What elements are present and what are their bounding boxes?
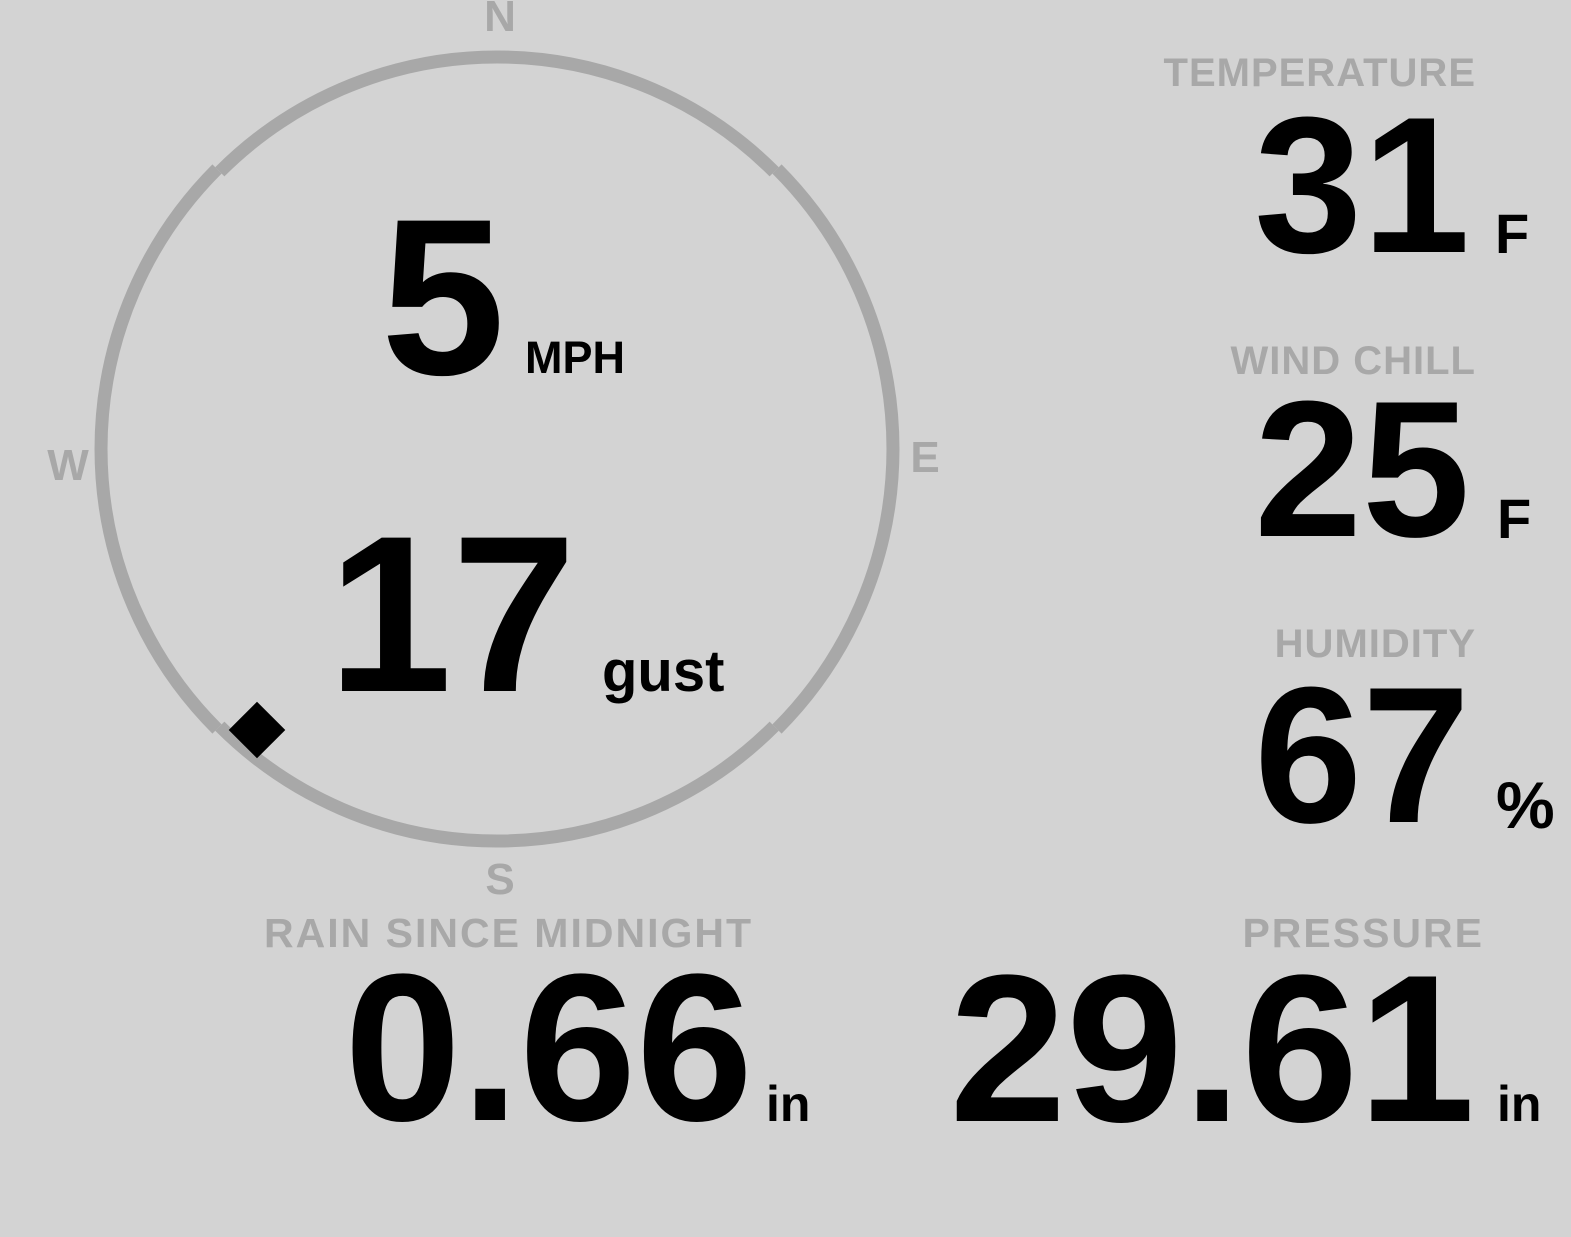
wind-compass-gauge (94, 50, 900, 848)
wind-chill-unit: F (1497, 487, 1532, 550)
temperature-value: 31 (1254, 77, 1470, 294)
rain-since-midnight-unit: in (766, 1076, 811, 1132)
temperature-unit: F (1495, 202, 1530, 265)
cardinal-south: S (485, 855, 515, 904)
humidity-label: HUMIDITY (1274, 622, 1476, 666)
cardinal-north: N (484, 0, 516, 41)
cardinal-west: W (47, 441, 89, 490)
pressure-unit: in (1497, 1076, 1542, 1132)
compass-ring (94, 50, 900, 848)
cardinal-east: E (910, 433, 940, 482)
rain-since-midnight-label: RAIN SINCE MIDNIGHT (264, 910, 753, 956)
wind-speed-value: 5 (381, 173, 506, 422)
wind-chill-label: WIND CHILL (1230, 339, 1476, 383)
wind-speed-unit: MPH (525, 332, 625, 383)
temperature-label: TEMPERATURE (1163, 51, 1476, 95)
pressure-label: PRESSURE (1242, 910, 1484, 956)
humidity-unit: % (1496, 768, 1555, 842)
humidity-value: 67 (1254, 647, 1470, 864)
pressure-value: 29.61 (949, 931, 1475, 1166)
rain-since-midnight-value: 0.66 (344, 930, 753, 1165)
wind-chill-value: 25 (1254, 361, 1470, 578)
wind-gust-value: 17 (328, 490, 577, 739)
wind-gust-unit: gust (602, 639, 725, 704)
